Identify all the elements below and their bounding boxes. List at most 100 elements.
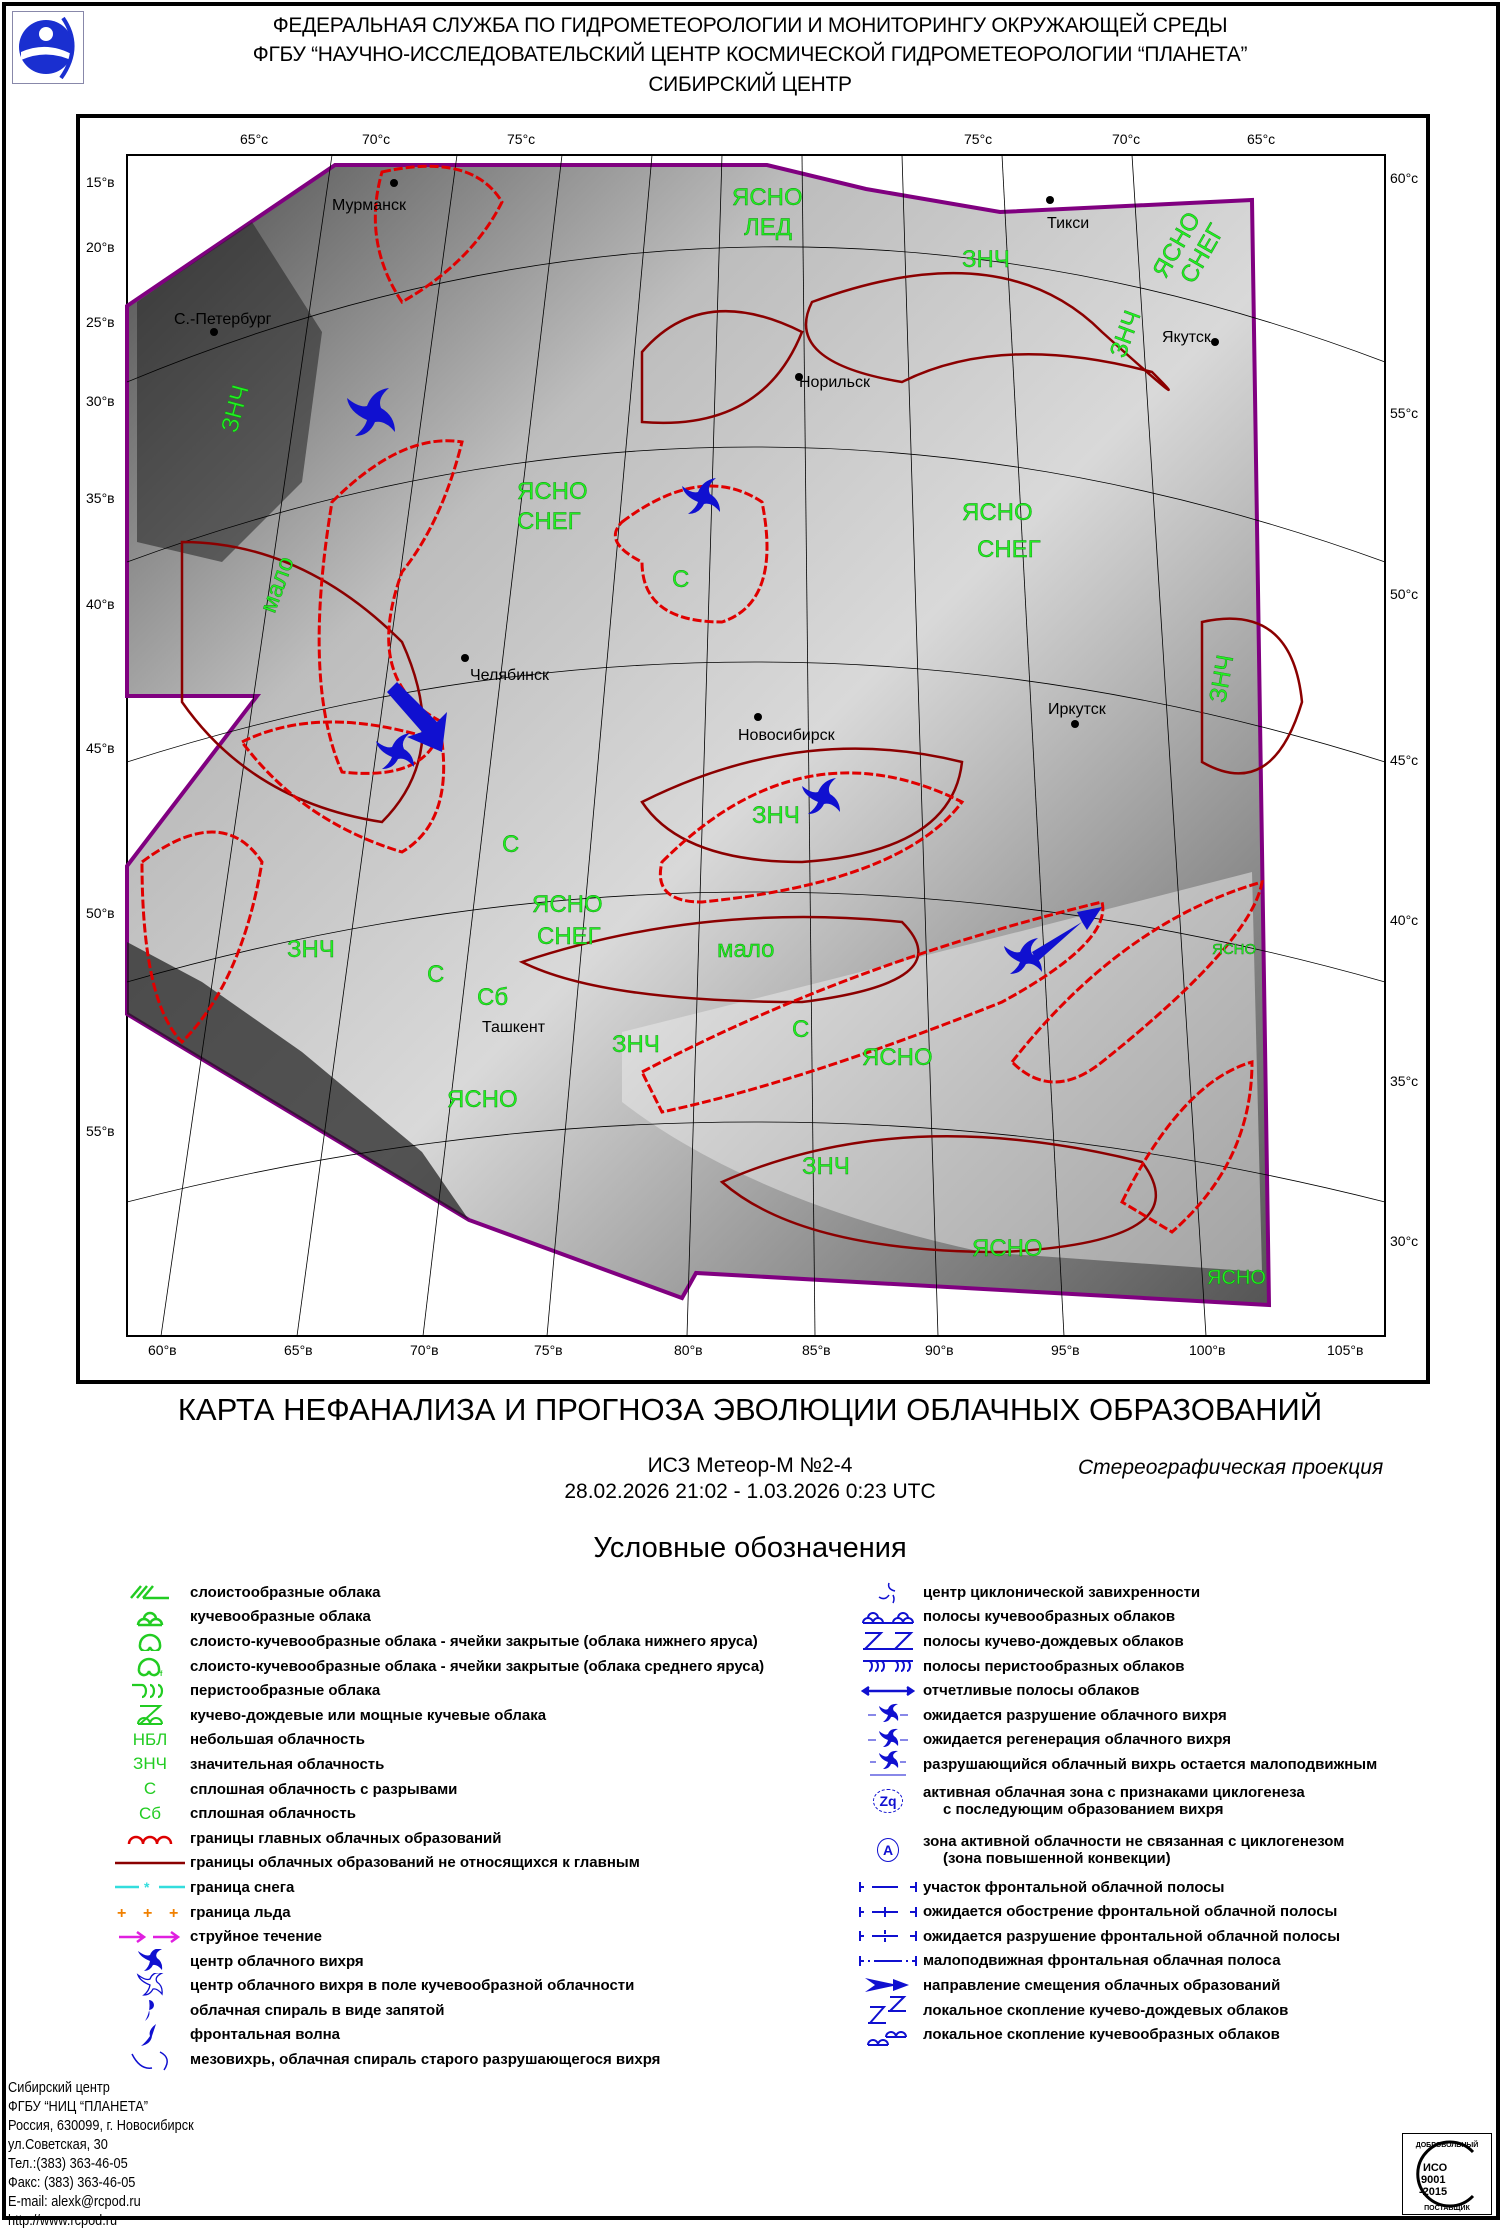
snow-boundary-icon: * xyxy=(110,1880,190,1894)
legend-label: разрушающийся облачный вихрь остается ма… xyxy=(923,1755,1378,1773)
legend-item: слоисто-кучевообразные облака - ячейки з… xyxy=(110,1629,764,1654)
secondary-cloud-borders xyxy=(180,271,1304,1254)
legend-symbol-text: Сб xyxy=(138,1803,161,1823)
lat-label: 70°c xyxy=(1112,131,1140,147)
legend-label: ожидается обострение фронтальной облачно… xyxy=(923,1903,1338,1921)
footer-line: Факс: (383) 363-46-05 xyxy=(8,2174,136,2191)
footer-line: ул.Советская, 30 xyxy=(8,2136,108,2153)
lon-label: 70°в xyxy=(410,1342,439,1358)
legend-label: небольшая облачность xyxy=(190,1731,365,1749)
legend-label: ожидается регенерация облачного вихря xyxy=(923,1731,1231,1749)
legend-label: слоисто-кучевообразные облака - ячейки з… xyxy=(190,1657,765,1675)
lon-label: 65°в xyxy=(284,1342,313,1358)
legend-label: полосы кучевообразных облаков xyxy=(923,1608,1176,1626)
legend-label: струйное течение xyxy=(190,1928,322,1946)
legend-label: ожидается разрушение облачного вихря xyxy=(923,1706,1227,1724)
comma-spiral-icon xyxy=(110,1998,190,2022)
header-line-2: ФГБУ “НАУЧНО-ИССЛЕДОВАТЕЛЬСКИЙ ЦЕНТР КОС… xyxy=(252,43,1248,66)
footer-line: Сибирский центр xyxy=(8,2079,110,2096)
lon-label: 25°в xyxy=(86,314,115,330)
svg-text:ИСО: ИСО xyxy=(1423,2162,1448,2174)
lat-label: 55°c xyxy=(1390,405,1418,421)
lon-label: 20°в xyxy=(86,239,115,255)
legend-item: локальное скопление кучевообразных облак… xyxy=(853,2022,1377,2047)
footer-line: ФГБУ “НИЦ “ПЛАНЕТА” xyxy=(8,2098,149,2115)
local-cb-icon xyxy=(853,1995,923,2025)
legend-label: участок фронтальной облачной полосы xyxy=(923,1878,1225,1896)
lon-label: 45°в xyxy=(86,740,115,756)
legend-label: активная облачная зона с признаками цикл… xyxy=(923,1784,1305,1818)
main-cloud-borders xyxy=(140,164,1264,1234)
lon-label: 55°в xyxy=(86,1123,115,1139)
cloud-label: ЯСНО xyxy=(962,499,1033,526)
city-yakutsk: Якутск xyxy=(1162,329,1212,346)
cloud-label: ЗНЧ xyxy=(612,1031,660,1058)
legend-label: центр облачного вихря xyxy=(190,1952,364,1970)
svg-text:9001: 9001 xyxy=(1421,2174,1445,2186)
footer-email-link[interactable]: E-mail: alexk@rcpod.ru xyxy=(8,2193,141,2210)
legend-label: малоподвижная фронтальная облачная полос… xyxy=(923,1952,1281,1970)
lon-label: 30°в xyxy=(86,393,115,409)
cloud-label: С xyxy=(672,566,689,593)
cyclonic-center-icon xyxy=(853,1579,923,1605)
line-border-icon xyxy=(110,1860,190,1866)
vortex-center-icon xyxy=(682,478,720,514)
legend-symbol-text: A xyxy=(876,1838,900,1863)
legend-item: направление смещения облачных образовани… xyxy=(853,1973,1377,1998)
legend-label: облачная спираль в виде запятой xyxy=(190,2001,445,2019)
city-chelyabinsk: Челябинск xyxy=(470,667,550,684)
cloud-label: С xyxy=(427,961,444,988)
city-tashkent: Ташкент xyxy=(482,1019,546,1036)
front-segment-icon xyxy=(853,1881,923,1893)
legend-item: ожидается разрушение облачного вихря xyxy=(853,1703,1377,1728)
legend-item: границы главных облачных образований xyxy=(110,1826,764,1851)
vortex-cumulus-icon xyxy=(110,1972,190,1999)
lon-label: 100°в xyxy=(1189,1342,1225,1358)
legend-label-line: зона активной облачности не связанная с … xyxy=(923,1833,1345,1851)
cloud-label: СНЕГ xyxy=(537,923,601,950)
vortex-center-icon xyxy=(802,778,840,814)
legend-label: слоисто-кучевообразные облака - ячейки з… xyxy=(190,1632,758,1650)
cumulonimbus-bands-icon xyxy=(853,1631,923,1651)
legend-label-line: с последующим образованием вихря xyxy=(943,1801,1224,1819)
legend-label: зона активной облачности не связанная с … xyxy=(923,1833,1344,1867)
cumulonimbus-icon xyxy=(110,1704,190,1726)
legend-item: малоподвижная фронтальная облачная полос… xyxy=(853,1949,1377,1974)
legend-item: ожидается регенерация облачного вихря xyxy=(853,1728,1377,1753)
vortex-regen-icon xyxy=(853,1728,923,1752)
legend-label: мезовихрь, облачная спираль старого разр… xyxy=(190,2051,661,2069)
city-murmansk: Мурманск xyxy=(332,197,407,214)
ice-boundary-icon: + + + xyxy=(110,1905,190,1919)
legend-label: граница льда xyxy=(190,1903,291,1921)
iso-certification-badge: ДОБРОВОЛЬНЫЙ ИСО 9001 -2015 ПОСТАВЩИК xyxy=(1402,2133,1492,2215)
city-st-petersburg: С.-Петербург xyxy=(174,311,272,328)
legend-item: Сб сплошная облачность xyxy=(110,1801,764,1826)
local-cu-icon xyxy=(853,2023,923,2047)
header-line-1: ФЕДЕРАЛЬНАЯ СЛУЖБА ПО ГИДРОМЕТЕОРОЛОГИИ … xyxy=(272,14,1228,37)
cloud-analysis-map: 65°c 70°c 75°c 75°c 70°c 65°c 15°в 20°в … xyxy=(76,114,1430,1384)
cloud-label: Сб xyxy=(477,984,508,1011)
legend-label: полосы кучево-дождевых облаков xyxy=(923,1632,1184,1650)
vortex-symbols xyxy=(347,388,1102,974)
lat-label: 45°c xyxy=(1390,752,1418,768)
legend-label: значительная облачность xyxy=(190,1755,385,1773)
legend-item: Zq активная облачная зона с признаками ци… xyxy=(853,1777,1377,1826)
legend-left-column: слоистообразные облака кучевообразные обл… xyxy=(110,1580,764,2072)
legend-label: сплошная облачность xyxy=(190,1805,356,1823)
legend-item: ожидается обострение фронтальной облачно… xyxy=(853,1899,1377,1924)
graticule xyxy=(126,154,1386,1337)
stratocumulus-low-icon xyxy=(110,1631,190,1652)
cloud-label: ЯСНО xyxy=(517,478,588,505)
lat-label: 70°c xyxy=(362,131,390,147)
observation-period: 28.02.2026 21:02 - 1.03.2026 0:23 UTC xyxy=(564,1480,936,1503)
legend-symbol: Сб xyxy=(110,1804,190,1824)
legend-item: участок фронтальной облачной полосы xyxy=(853,1875,1377,1900)
legend-label: отчетливые полосы облаков xyxy=(923,1682,1140,1700)
lon-label: 95°в xyxy=(1051,1342,1080,1358)
legend-title: Условные обозначения xyxy=(593,1532,907,1564)
footer-website-link[interactable]: http://www.rcpod.ru xyxy=(8,2212,118,2229)
footer-line: Россия, 630099, г. Новосибирск xyxy=(8,2117,194,2134)
legend-label-line: (зона повышенной конвекции) xyxy=(943,1850,1171,1868)
legend-item: разрушающийся облачный вихрь остается ма… xyxy=(853,1751,1378,1777)
